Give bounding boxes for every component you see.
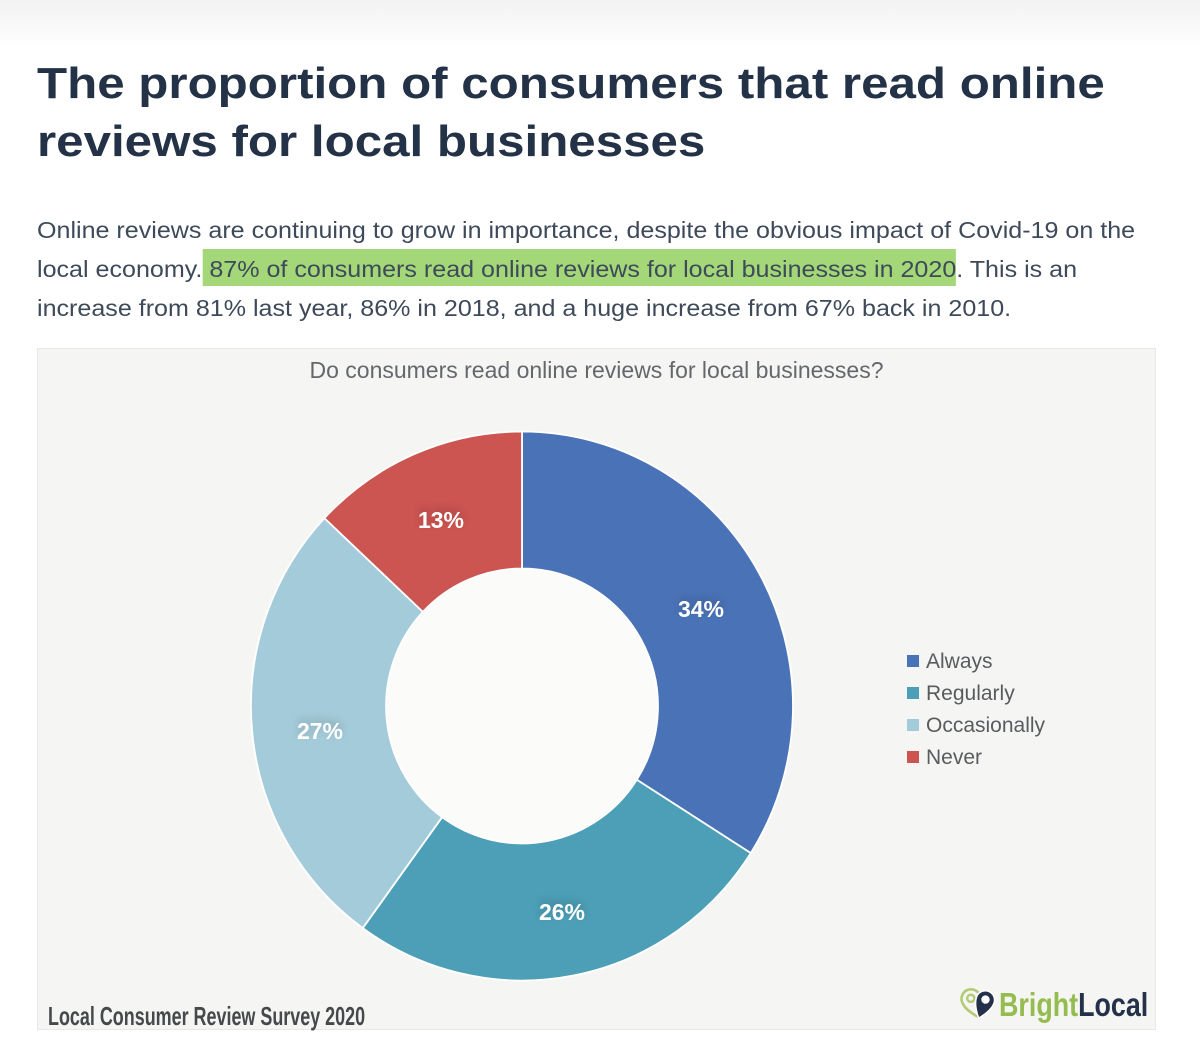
svg-text:27%: 27% (297, 718, 343, 744)
svg-text:34%: 34% (678, 596, 724, 622)
svg-text:26%: 26% (539, 899, 585, 925)
svg-text:13%: 13% (418, 507, 464, 533)
